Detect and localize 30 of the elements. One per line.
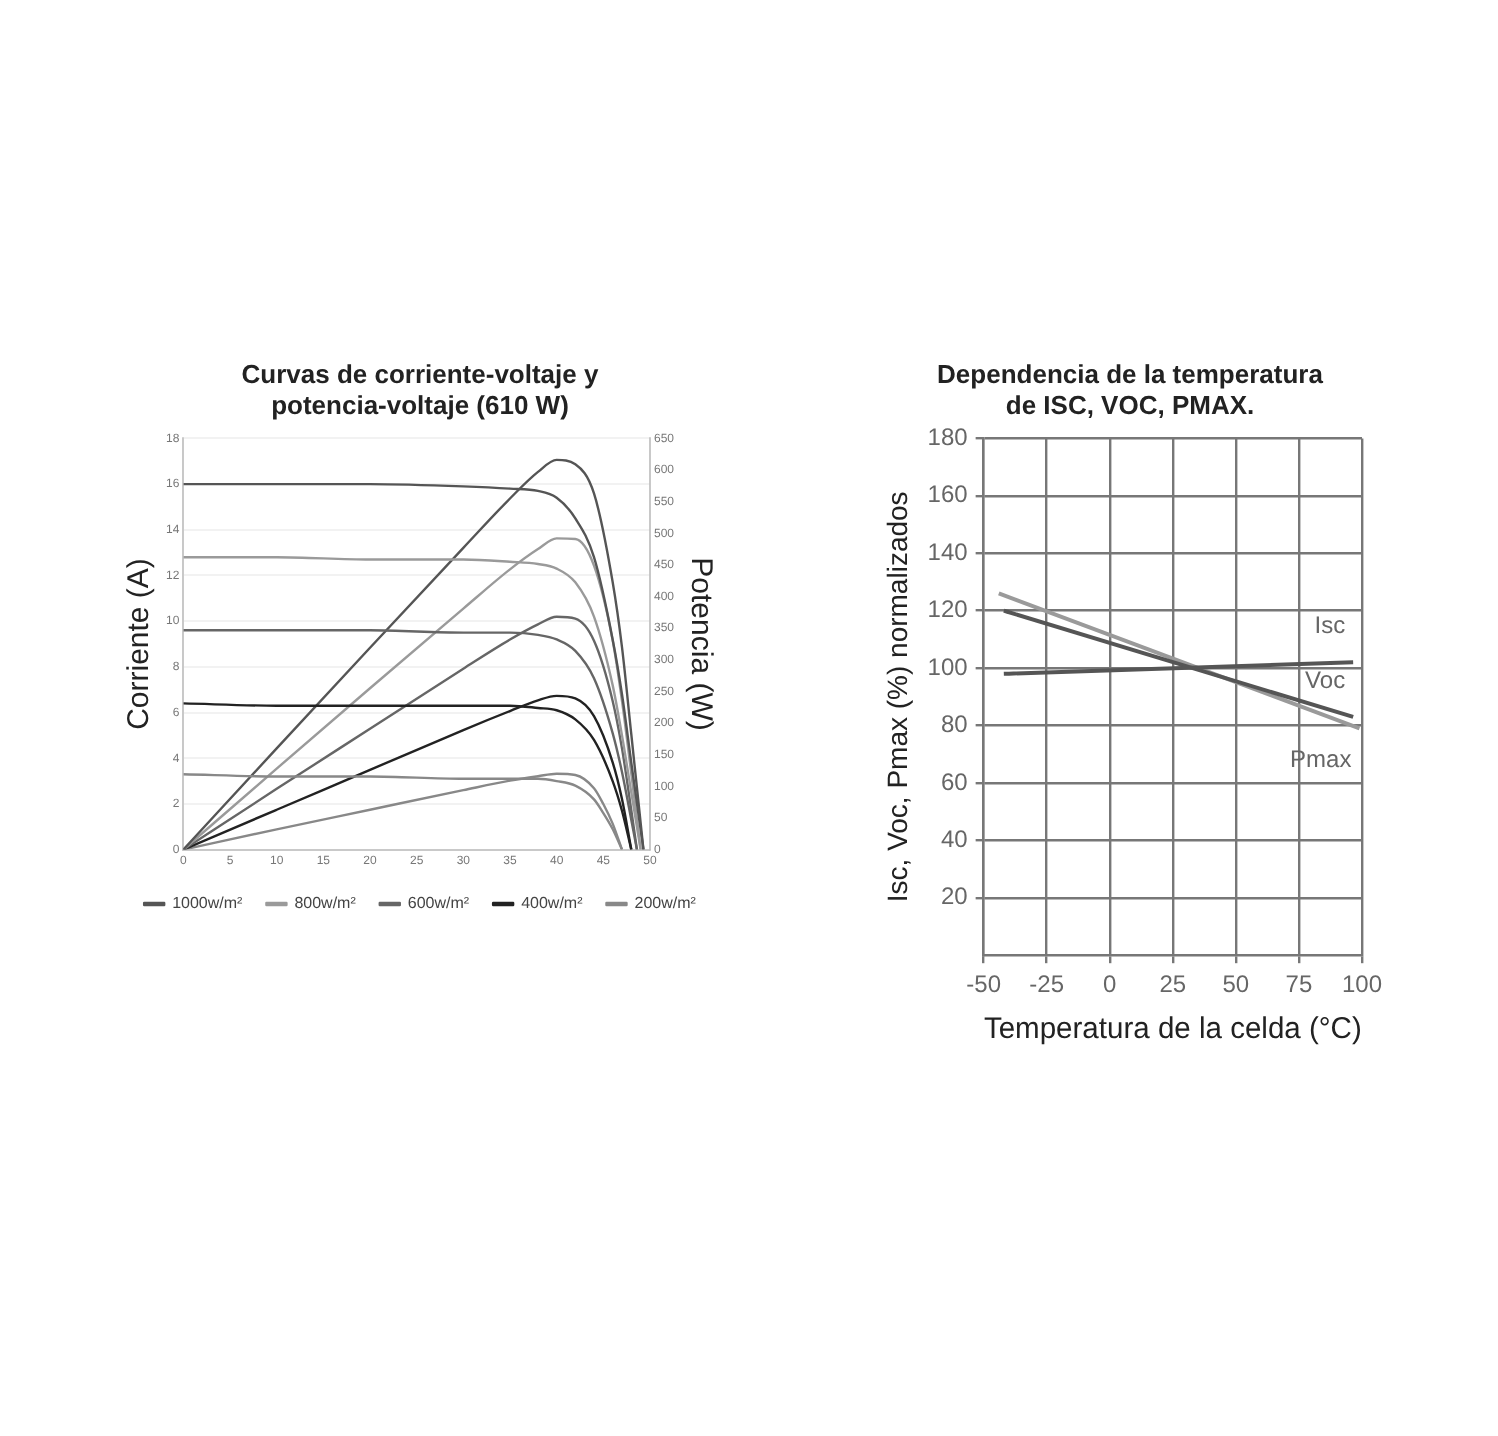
y-tick-label: 140	[927, 537, 969, 566]
x-tick-label: 0	[1103, 970, 1118, 999]
x-tick-label: 50	[1222, 970, 1250, 999]
x-tick-label: 100	[1341, 970, 1383, 999]
series-label: Voc	[1305, 665, 1346, 694]
text: Dependencia de la temperatura	[937, 358, 1323, 389]
x-tick-label: -25	[1029, 970, 1065, 999]
y-tick-label: 120	[927, 595, 969, 624]
legend-label: 800w/m²	[294, 894, 357, 913]
text: potencia-voltaje (610 W)	[271, 389, 569, 420]
x-axis-title: Temperatura de la celda (°C)	[983, 1014, 1362, 1047]
y-tick-label: 100	[927, 652, 969, 681]
y-tick-label: 160	[927, 480, 969, 509]
x-tick-label: 75	[1285, 970, 1313, 999]
y-tick-label: 20	[940, 882, 969, 911]
legend-label: 200w/m²	[634, 894, 697, 913]
y-tick-label: 60	[940, 767, 969, 796]
legend-label: 600w/m²	[407, 894, 470, 913]
legend-label: 400w/m²	[521, 894, 584, 913]
text: de ISC, VOC, PMAX.	[1005, 389, 1255, 420]
y-axis-title: Corriente (A)	[122, 558, 157, 730]
text: Curvas de corriente-voltaje y	[241, 358, 599, 389]
y-tick-label: 180	[927, 423, 969, 452]
series-label: Isc	[1314, 610, 1346, 639]
y-axis-title: Isc, Voc, Pmax (%) normalizados	[880, 491, 913, 903]
y2-axis-title: Potencia (W)	[683, 557, 718, 731]
x-tick-label: 25	[1159, 970, 1187, 999]
x-tick-label: -50	[966, 970, 1002, 999]
legend-label: 1000w/m²	[172, 894, 244, 913]
y-tick-label: 80	[940, 710, 969, 739]
